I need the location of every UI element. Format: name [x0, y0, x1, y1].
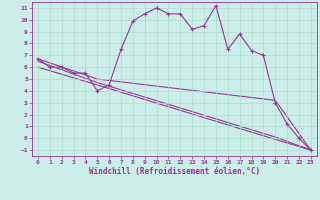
- X-axis label: Windchill (Refroidissement éolien,°C): Windchill (Refroidissement éolien,°C): [89, 167, 260, 176]
